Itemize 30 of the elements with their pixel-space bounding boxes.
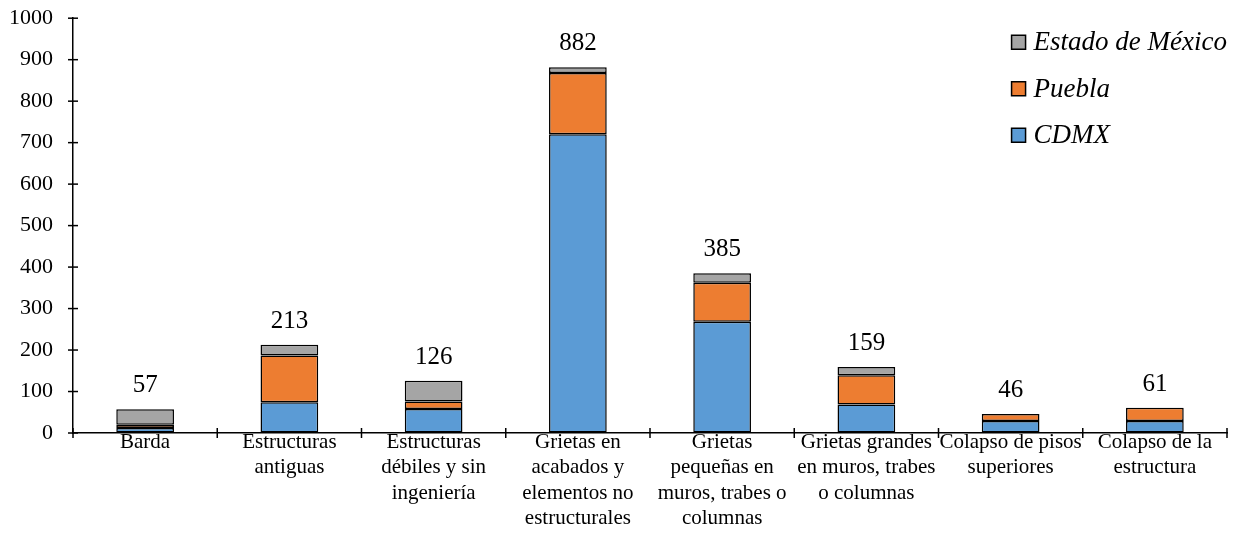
y-tick-label: 900 [20, 45, 53, 71]
y-tick-label: 700 [20, 128, 53, 154]
total-label: 882 [559, 28, 597, 56]
total-label: 385 [703, 234, 741, 262]
y-tick-label: 500 [20, 211, 53, 237]
legend-label: Puebla [1032, 72, 1111, 103]
y-tick-label: 1000 [9, 3, 53, 29]
total-label: 159 [847, 328, 886, 356]
x-tick-label: Colapso de la estructura [1097, 429, 1213, 479]
x-tick-label: Estructuras débiles y sin ingeniería [381, 429, 487, 504]
total-label: 213 [270, 305, 309, 333]
y-tick-label: 200 [20, 335, 53, 361]
y-tick-label: 600 [20, 169, 53, 195]
y-tick-label: 100 [20, 377, 53, 403]
x-tick-label: Grietas grandes en muros, trabes o columnas [797, 429, 936, 504]
total-label: 46 [998, 374, 1024, 402]
x-tick-label: Colapso de pisos superiores [939, 429, 1082, 479]
x-tick-label: Estructuras antiguas [242, 429, 337, 479]
x-tick-label: Barda [120, 429, 171, 454]
x-tick-label: Grietas en acabados y elementos no estructurales [522, 429, 634, 529]
total-label: 126 [414, 341, 453, 369]
legend-label: CDMX [1033, 119, 1112, 150]
y-tick-label: 400 [20, 252, 53, 278]
x-tick-label: Grietas pequeñas en muros, trabes o columnas [657, 429, 787, 529]
y-tick-label: 0 [42, 418, 53, 444]
y-tick-label: 800 [20, 86, 53, 112]
y-tick-label: 300 [20, 294, 53, 320]
total-label: 61 [1142, 368, 1168, 396]
total-label: 57 [132, 370, 158, 398]
legend-label: Estado de México [1032, 26, 1228, 57]
